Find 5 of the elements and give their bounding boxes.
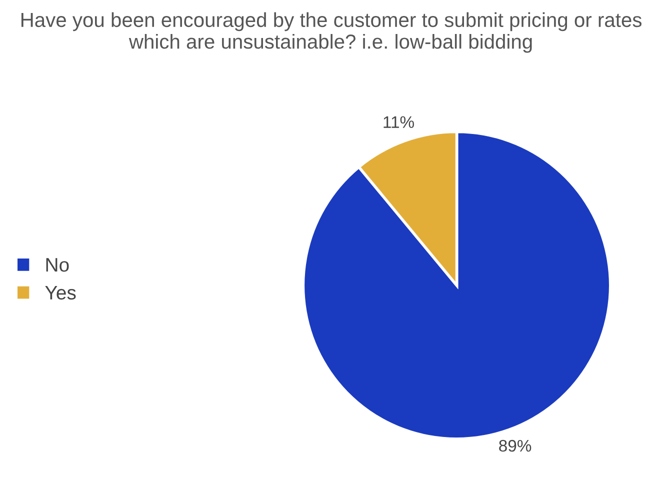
data-label: 89% (499, 440, 532, 452)
legend-label: Yes (45, 286, 76, 300)
data-label: 11% (384, 116, 414, 128)
legend-label: No (46, 258, 69, 272)
chart-title: Have you been encouraged by the customer to submit pricing or rates which are unsustainable? i.e. low-ball bidding (21, 12, 642, 53)
